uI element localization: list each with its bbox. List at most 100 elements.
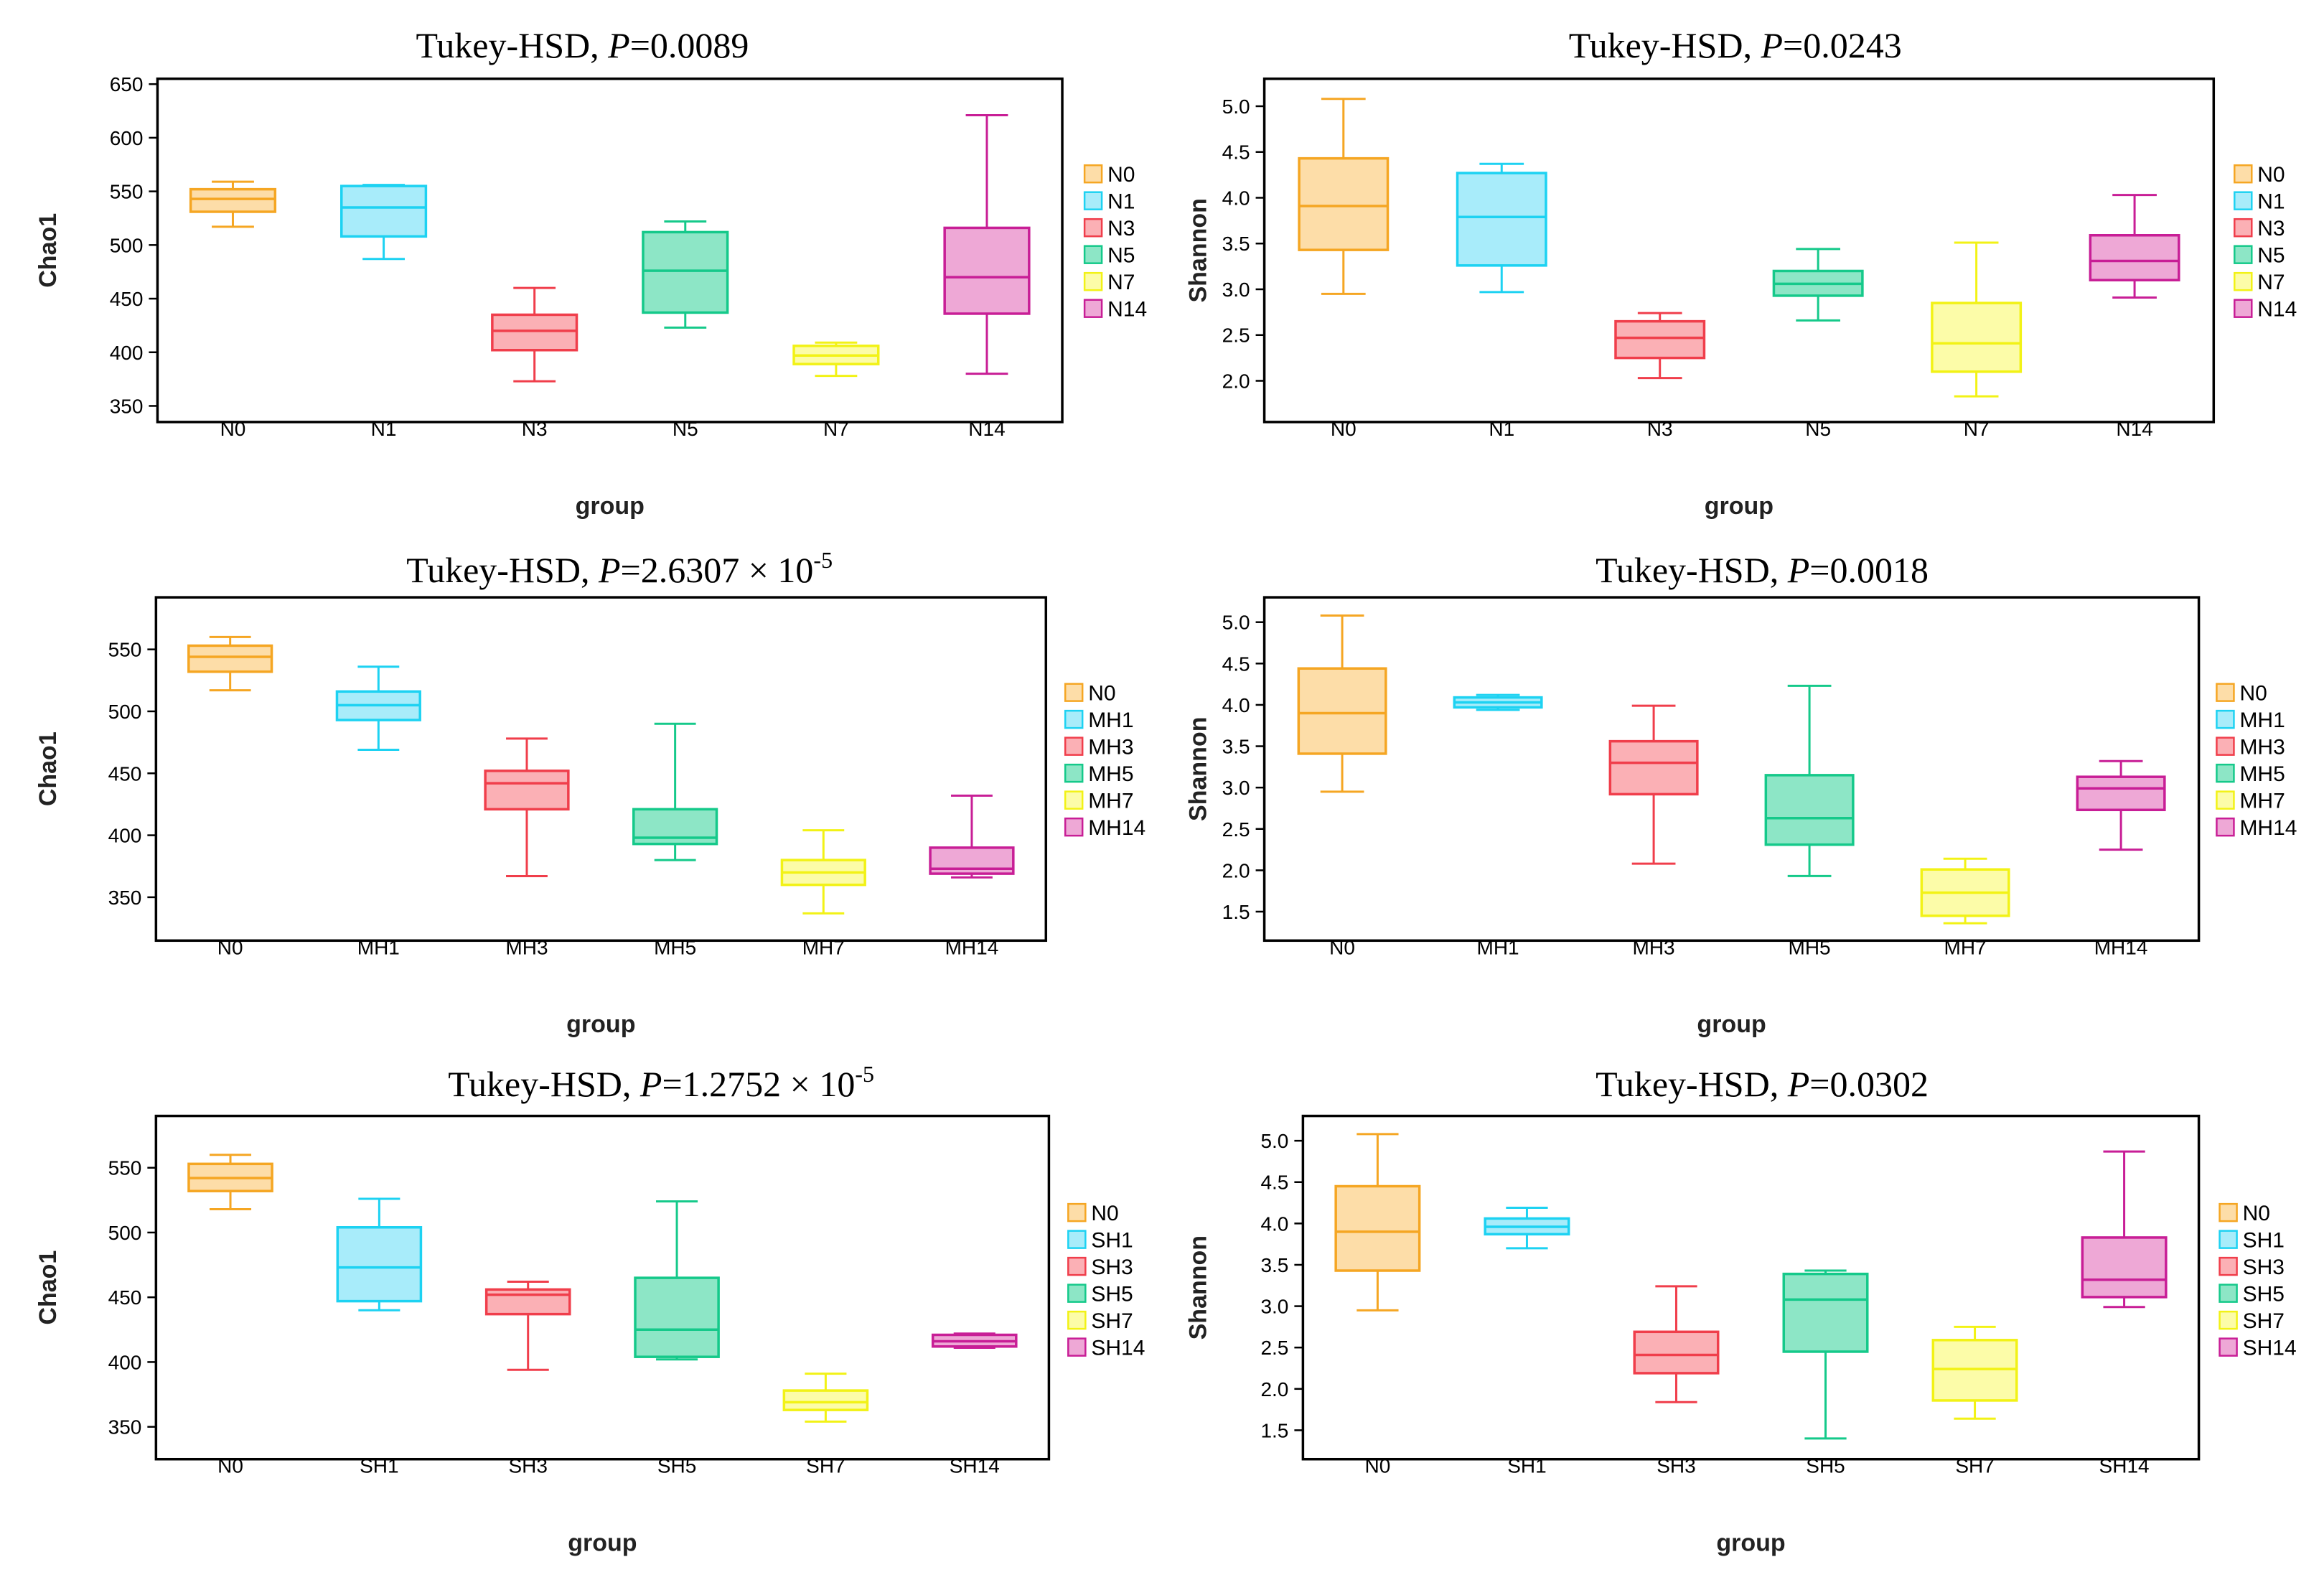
box-N0 — [189, 180, 277, 228]
box-N0 — [1334, 1133, 1421, 1312]
box-SH1 — [1484, 1206, 1570, 1250]
legend-label: SH14 — [1091, 1337, 1145, 1360]
box-iqr — [491, 313, 578, 352]
box-N0 — [187, 1154, 273, 1210]
box-iqr — [943, 226, 1031, 315]
box-iqr — [642, 230, 729, 314]
plot-frame — [154, 596, 1048, 943]
y-tick-label: 4.5 — [1260, 1172, 1288, 1194]
legend-swatch — [2234, 245, 2253, 264]
legend-label: MH3 — [1088, 736, 1133, 759]
chart-title: Tukey-HSD, P=0.0243 — [1569, 25, 1902, 65]
box-SH7 — [782, 1373, 869, 1423]
legend-label: N5 — [1107, 244, 1135, 268]
plot-frame — [1262, 77, 2216, 424]
chart-panel-6: Tukey-HSD, P=0.0302 1.5 2.0 2.5 3.0 3.5 4.0 4.5… — [1184, 1064, 2296, 1557]
box-SH7 — [1931, 1325, 2018, 1420]
box-N14 — [2089, 194, 2180, 299]
title-value: =0.0302 — [1809, 1064, 1929, 1104]
x-tick-label: N0 — [1329, 936, 1355, 958]
x-tick-label: MH5 — [1789, 936, 1831, 958]
y-tick-label: 4.5 — [1222, 141, 1250, 164]
y-tick-label: 1.5 — [1260, 1419, 1288, 1441]
x-tick-label: N1 — [1489, 418, 1514, 440]
box-iqr — [634, 1276, 720, 1358]
box-iqr — [336, 1225, 423, 1303]
y-tick-label: 3.0 — [1222, 777, 1250, 799]
x-tick-label: SH3 — [508, 1455, 547, 1477]
y-tick-label: 350 — [110, 395, 144, 417]
title-prefix: Tukey-HSD, — [416, 25, 608, 65]
y-axis-label: Chao1 — [34, 731, 62, 806]
box-MH1 — [335, 665, 421, 751]
x-tick-label: N7 — [823, 418, 849, 440]
chart-panel-4: Tukey-HSD, P=0.0018 1.5 2.0 2.5 3.0 3.5 4.0 4.5… — [1184, 550, 2297, 1038]
box-SH3 — [1633, 1285, 1720, 1403]
box-SH1 — [336, 1197, 423, 1312]
box-N1 — [339, 184, 428, 261]
x-tick-label: MH14 — [945, 936, 999, 958]
legend-label: N0 — [2257, 163, 2285, 187]
legend-swatch — [1067, 1284, 1087, 1303]
x-tick-label: MH7 — [802, 936, 845, 958]
y-tick-label: 500 — [110, 234, 144, 256]
legend-swatch — [1067, 1337, 1087, 1357]
box-iqr — [339, 184, 428, 238]
y-tick-label: 4.0 — [1222, 694, 1250, 716]
box-MH5 — [632, 722, 718, 861]
box-N7 — [792, 341, 880, 378]
legend-swatch — [2216, 683, 2235, 702]
box-N0 — [1298, 98, 1390, 295]
x-tick-label: N0 — [1365, 1455, 1391, 1477]
box-SH5 — [634, 1200, 720, 1361]
y-tick-label: 400 — [108, 1351, 142, 1373]
x-axis-label: group — [1716, 1530, 1785, 1557]
chart-panel-1: Tukey-HSD, P=0.0089 350 400 450 500 550 600 650… — [34, 25, 1147, 520]
plot-frame — [154, 1114, 1051, 1461]
legend-label: N3 — [2257, 217, 2285, 240]
legend-label: N0 — [2239, 682, 2267, 706]
legend-label: N14 — [1107, 298, 1147, 322]
legend-swatch — [1064, 683, 1084, 702]
legend-swatch — [2218, 1284, 2238, 1303]
box-SH5 — [1782, 1269, 1869, 1440]
box-iqr — [1334, 1184, 1421, 1272]
title-exponent: -5 — [813, 547, 833, 573]
box-N0 — [1297, 614, 1387, 793]
box-iqr — [187, 644, 273, 673]
y-tick-label: 2.0 — [1222, 370, 1250, 392]
box-MH5 — [1764, 684, 1855, 877]
legend-swatch — [2218, 1230, 2238, 1249]
legend-label: MH1 — [2239, 709, 2285, 732]
legend-label: SH5 — [2243, 1283, 2285, 1306]
legend-swatch — [1064, 763, 1084, 783]
title-value: =2.6307 × 10 — [621, 550, 814, 590]
y-tick-label: 400 — [110, 342, 144, 364]
y-tick-label: 1.5 — [1222, 901, 1250, 923]
box-MH7 — [1920, 857, 2010, 925]
title-prefix: Tukey-HSD, — [1569, 25, 1761, 65]
y-tick-label: 2.5 — [1222, 324, 1250, 347]
legend-label: N14 — [2257, 298, 2297, 322]
y-tick-label: 5.0 — [1222, 612, 1250, 634]
legend-label: SH3 — [2243, 1256, 2285, 1279]
title-value: =0.0018 — [1809, 550, 1929, 590]
legend-label: SH5 — [1091, 1283, 1133, 1306]
x-tick-label: N0 — [217, 936, 243, 958]
y-tick-label: 4.5 — [1222, 653, 1250, 675]
y-tick-label: 550 — [108, 1157, 142, 1179]
x-tick-label: MH3 — [505, 936, 548, 958]
chart-panel-3: Tukey-HSD, P=2.6307 × 10-5 350 400 450 500 55… — [34, 547, 1145, 1038]
box-iqr — [1298, 156, 1390, 251]
legend-swatch — [2216, 737, 2235, 756]
box-N1 — [1456, 162, 1547, 294]
box-SH14 — [2081, 1150, 2168, 1309]
x-axis-label: group — [568, 1530, 637, 1557]
x-tick-label: N1 — [371, 418, 397, 440]
chart-title: Tukey-HSD, P=0.0302 — [1596, 1064, 1929, 1104]
y-tick-label: 3.0 — [1260, 1296, 1288, 1318]
x-tick-label: N14 — [968, 418, 1005, 440]
legend-label: SH7 — [2243, 1309, 2285, 1333]
y-tick-label: 3.0 — [1222, 279, 1250, 301]
box-iqr — [1608, 739, 1699, 796]
